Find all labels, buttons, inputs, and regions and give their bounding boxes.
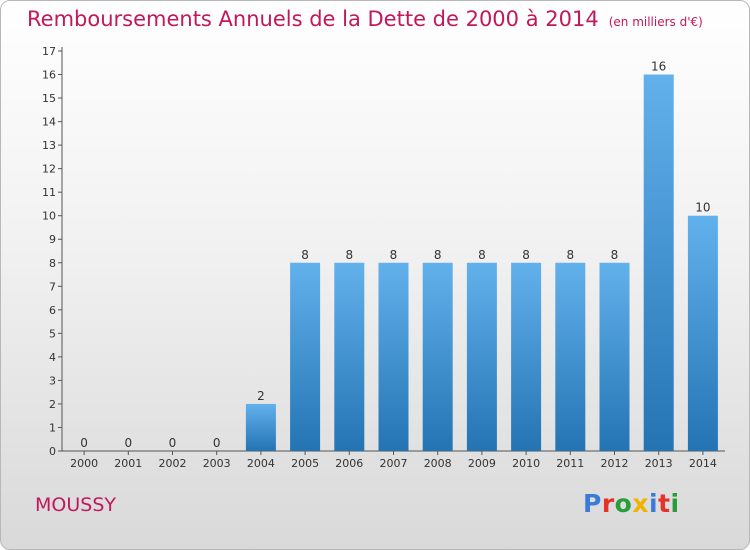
bar-value-label: 8 [345,248,353,262]
bar [378,262,409,451]
y-tick-label: 5 [49,327,56,340]
bar-value-label: 2 [257,389,265,403]
x-tick-label: 2007 [380,457,408,470]
logo-letter: r [601,489,615,518]
bar-value-label: 0 [124,436,132,450]
x-tick-label: 2000 [70,457,98,470]
bar-value-label: 10 [695,201,710,215]
logo-letter: t [658,489,671,518]
bar-value-label: 8 [478,248,486,262]
y-tick-label: 1 [49,421,56,434]
bar-value-label: 8 [390,248,398,262]
x-tick-label: 2011 [556,457,584,470]
city-name: MOUSSY [35,494,116,516]
bar [687,215,718,451]
bar-value-label: 0 [169,436,177,450]
bar-value-label: 8 [434,248,442,262]
logo-letter: P [583,489,602,518]
bar-value-label: 16 [651,60,666,74]
bar-value-label: 8 [611,248,619,262]
y-tick-label: 8 [49,257,56,270]
bar [511,262,542,451]
x-tick-label: 2013 [645,457,673,470]
logo-letter: o [614,489,633,518]
x-tick-label: 2014 [689,457,717,470]
y-tick-label: 9 [49,233,56,246]
chart-subtitle: (en milliers d'€) [608,15,703,29]
x-tick-label: 2003 [203,457,231,470]
bar-value-label: 0 [213,436,221,450]
bar [555,262,586,451]
y-tick-label: 7 [49,280,56,293]
logo-letter: i [649,489,659,518]
y-tick-label: 6 [49,304,56,317]
y-tick-label: 14 [42,116,56,129]
x-tick-label: 2006 [335,457,363,470]
y-tick-label: 12 [42,163,56,176]
bar-value-label: 8 [301,248,309,262]
chart-title: Remboursements Annuels de la Dette de 20… [27,7,703,31]
y-tick-label: 2 [49,398,56,411]
y-tick-label: 17 [42,45,56,58]
bar-value-label: 0 [80,436,88,450]
y-tick-label: 10 [42,210,56,223]
x-tick-label: 2001 [114,457,142,470]
x-tick-label: 2004 [247,457,275,470]
x-tick-label: 2008 [424,457,452,470]
logo-letter: i [670,489,680,518]
bar [334,262,365,451]
bar [422,262,453,451]
y-tick-label: 3 [49,374,56,387]
bar-value-label: 8 [566,248,574,262]
y-tick-label: 15 [42,92,56,105]
bar-value-label: 8 [522,248,530,262]
chart-title-text: Remboursements Annuels de la Dette de 20… [27,7,599,31]
y-tick-label: 16 [42,69,56,82]
y-tick-label: 4 [49,351,56,364]
logo-letter: x [632,489,649,518]
bar [290,262,321,451]
x-tick-label: 2012 [601,457,629,470]
x-tick-label: 2010 [512,457,540,470]
proxiti-logo: Proxiti [583,489,680,518]
bar [466,262,497,451]
x-tick-label: 2009 [468,457,496,470]
bar [599,262,630,451]
bar [643,74,674,451]
x-tick-label: 2002 [159,457,187,470]
y-tick-label: 11 [42,186,56,199]
bar [245,403,276,451]
x-tick-label: 2005 [291,457,319,470]
y-tick-label: 0 [49,445,56,458]
y-tick-label: 13 [42,139,56,152]
